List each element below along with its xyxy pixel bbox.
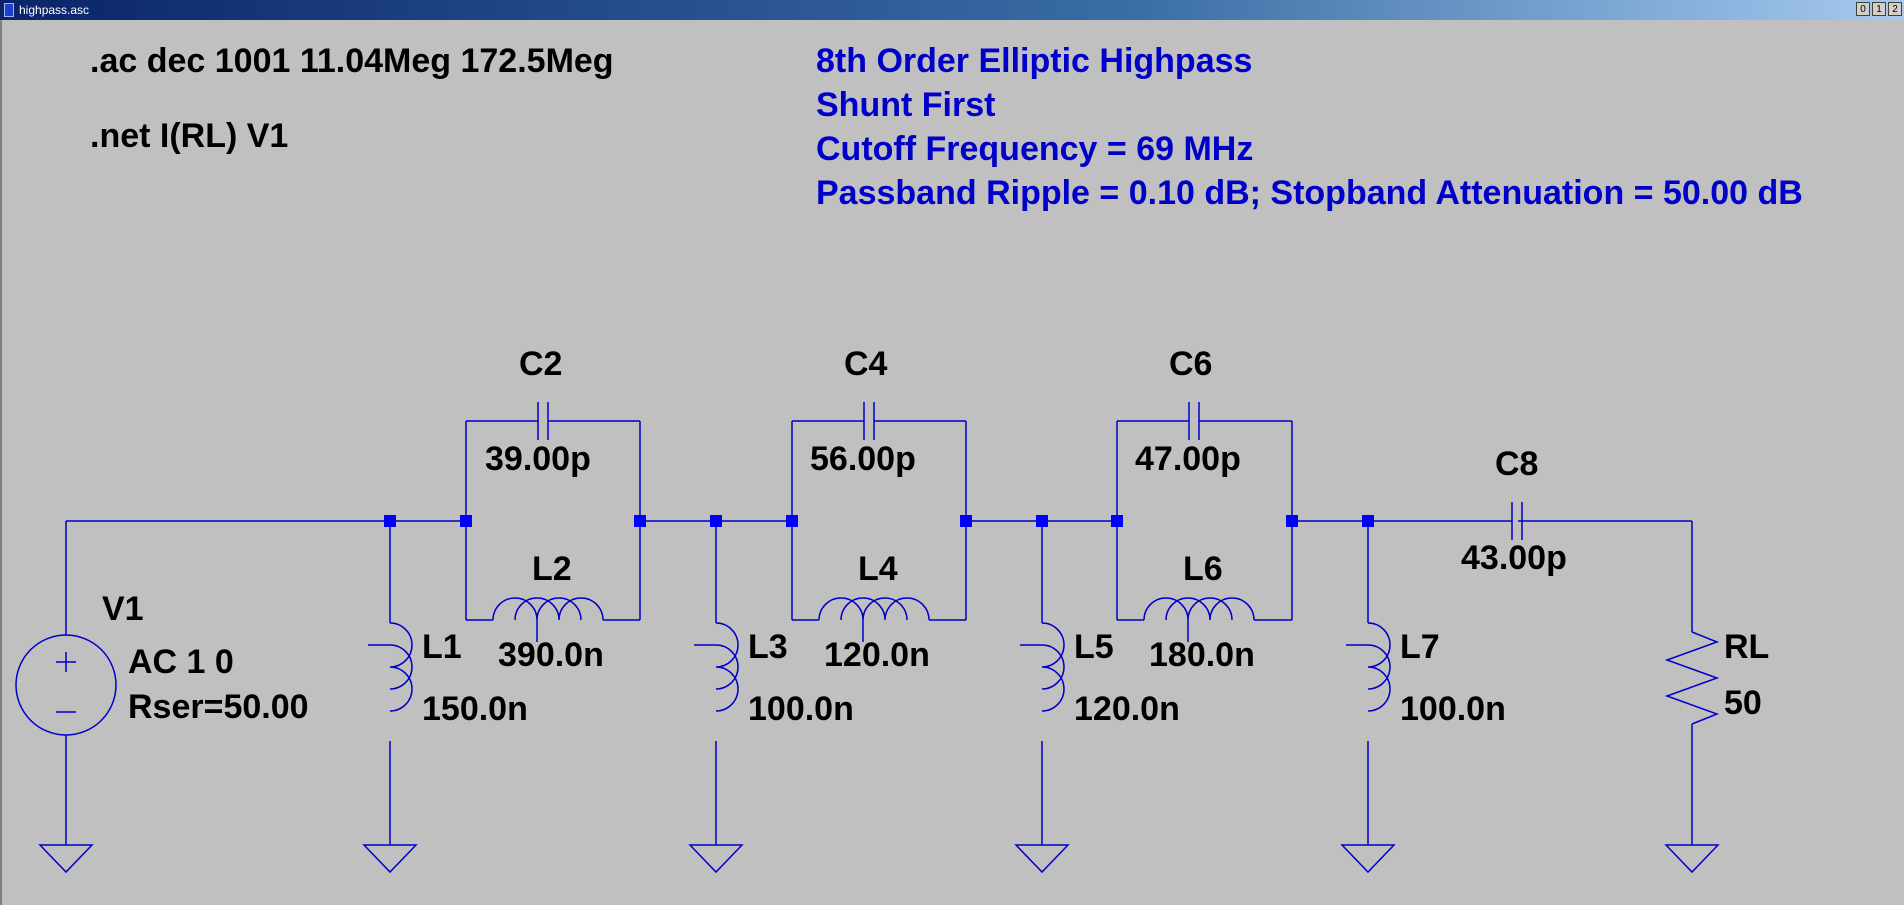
junction-dot bbox=[710, 515, 722, 527]
l4-name: L4 bbox=[858, 550, 898, 588]
ground-icon bbox=[688, 844, 744, 874]
l2-value: 390.0n bbox=[498, 636, 604, 674]
l3-name: L3 bbox=[748, 628, 788, 666]
wires bbox=[65, 520, 1692, 845]
ground-icon bbox=[362, 844, 418, 874]
l6-value: 180.0n bbox=[1149, 636, 1255, 674]
tank-c2-l2[interactable]: C2 39.00p L2 390.0n bbox=[465, 345, 641, 674]
l7-value: 100.0n bbox=[1400, 690, 1506, 728]
tank-c6-l6[interactable]: C6 47.00p L6 180.0n bbox=[1116, 345, 1293, 674]
title-bar[interactable]: highpass.asc 0 1 2 bbox=[0, 0, 1904, 20]
v1-name: V1 bbox=[102, 590, 144, 628]
net-directive[interactable]: .net I(RL) V1 bbox=[90, 117, 288, 155]
junction-dot bbox=[460, 515, 472, 527]
l1-value: 150.0n bbox=[422, 690, 528, 728]
junction-dots bbox=[384, 515, 1374, 527]
junction-dot bbox=[1036, 515, 1048, 527]
ground-icon bbox=[1340, 844, 1396, 874]
l3-value: 100.0n bbox=[748, 690, 854, 728]
l1-name: L1 bbox=[422, 628, 462, 666]
l7-name: L7 bbox=[1400, 628, 1440, 666]
junction-dot bbox=[634, 515, 646, 527]
tank-c4-l4[interactable]: C4 56.00p L4 120.0n bbox=[791, 345, 967, 674]
rl-value: 50 bbox=[1724, 684, 1762, 722]
schematic-file-icon bbox=[4, 3, 14, 17]
inductor-l7[interactable]: L7 100.0n bbox=[1346, 521, 1506, 845]
c6-value: 47.00p bbox=[1135, 440, 1241, 478]
junction-dot bbox=[960, 515, 972, 527]
rl-name: RL bbox=[1724, 628, 1769, 666]
ac-directive[interactable]: .ac dec 1001 11.04Meg 172.5Meg bbox=[90, 42, 614, 80]
close-button[interactable]: 2 bbox=[1888, 2, 1902, 16]
v1-value: AC 1 0 bbox=[128, 643, 234, 681]
ground-symbols bbox=[38, 844, 1720, 874]
voltage-source-v1[interactable]: V1 AC 1 0 Rser=50.00 bbox=[15, 590, 309, 736]
junction-dot bbox=[786, 515, 798, 527]
window-title: highpass.asc bbox=[19, 3, 90, 17]
l4-value: 120.0n bbox=[824, 636, 930, 674]
junction-dot bbox=[1111, 515, 1123, 527]
source-circle bbox=[15, 634, 117, 736]
l5-value: 120.0n bbox=[1074, 690, 1180, 728]
schematic-canvas[interactable]: .ac dec 1001 11.04Meg 172.5Meg .net I(RL… bbox=[0, 20, 1904, 905]
l2-name: L2 bbox=[532, 550, 572, 588]
schematic-drawing[interactable]: .ac dec 1001 11.04Meg 172.5Meg .net I(RL… bbox=[2, 20, 1902, 905]
comment-line-1: 8th Order Elliptic Highpass bbox=[816, 42, 1252, 80]
ground-icon bbox=[38, 844, 94, 874]
c8-name: C8 bbox=[1495, 445, 1538, 483]
v1-rser: Rser=50.00 bbox=[128, 688, 309, 726]
ground-icon bbox=[1664, 844, 1720, 874]
l6-name: L6 bbox=[1183, 550, 1223, 588]
c4-name: C4 bbox=[844, 345, 888, 383]
inductor-l5[interactable]: L5 120.0n bbox=[1020, 521, 1180, 845]
l5-name: L5 bbox=[1074, 628, 1114, 666]
c2-name: C2 bbox=[519, 345, 562, 383]
inductor-l3[interactable]: L3 100.0n bbox=[694, 521, 854, 845]
comment-line-3: Cutoff Frequency = 69 MHz bbox=[816, 130, 1253, 168]
junction-dot bbox=[1362, 515, 1374, 527]
restore-button[interactable]: 1 bbox=[1872, 2, 1886, 16]
junction-dot bbox=[1286, 515, 1298, 527]
inductor-l1[interactable]: L1 150.0n bbox=[368, 521, 528, 845]
c6-name: C6 bbox=[1169, 345, 1212, 383]
resistor-rl[interactable]: RL 50 bbox=[1664, 521, 1769, 845]
minimize-button[interactable]: 0 bbox=[1856, 2, 1870, 16]
c4-value: 56.00p bbox=[810, 440, 916, 478]
ground-icon bbox=[1014, 844, 1070, 874]
comment-block[interactable]: 8th Order Elliptic Highpass Shunt First … bbox=[816, 42, 1803, 212]
capacitor-c8[interactable]: C8 43.00p bbox=[1461, 445, 1567, 577]
comment-line-2: Shunt First bbox=[816, 86, 995, 124]
c2-value: 39.00p bbox=[485, 440, 591, 478]
c8-value: 43.00p bbox=[1461, 539, 1567, 577]
comment-line-4: Passband Ripple = 0.10 dB; Stopband Atte… bbox=[816, 174, 1803, 212]
junction-dot bbox=[384, 515, 396, 527]
window-controls: 0 1 2 bbox=[1856, 2, 1902, 16]
